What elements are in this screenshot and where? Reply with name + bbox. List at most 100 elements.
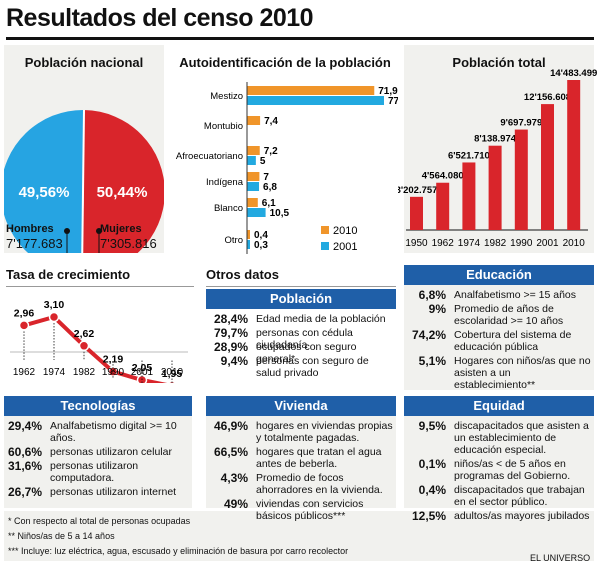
growth-point [78,340,90,352]
equidad-header: Equidad [404,396,594,416]
pop-year-label: 2010 [563,238,586,249]
mujeres-pct: 50,44% [97,184,148,201]
stat-row: 0,4% discapacitados que trabajan en el se… [404,484,594,508]
stat-value: 31,6% [7,459,42,473]
stat-text: discapacitados que trabajan en el sector… [454,484,585,508]
stat-text: adultos/as mayores jubilados [454,510,590,522]
credit: EL UNIVERSO [530,553,591,563]
population-bar-chart: 3'202.757 1950 4'564.080 1962 6'521.710 1974 8… [398,68,597,249]
stat-value: 28,9% [213,340,248,354]
stat-value: 6,8% [418,288,446,302]
stat-row: 12,5% adultos/as mayores jubilados [404,510,594,522]
stat-text: personas con seguro de salud privado [256,355,369,379]
pop-value-label: 9'697.979 [500,118,542,129]
ethnic-bar-2010 [247,86,375,95]
otros-datos-title: Otros datos [206,267,279,282]
stat-value: 29,4% [7,419,42,433]
stat-row: 0,1% niños/as < de 5 años en programas de… [404,458,594,482]
stat-text: hogares en viviendas propias y totalment… [256,420,393,444]
growth-value-label: 2,62 [74,328,95,340]
stat-text: Promedio de años de escolaridad >= 10 añ… [454,303,564,327]
stat-text: Cobertura del sistema de educación públi… [454,329,572,353]
ethnic-bar-2010 [247,230,250,239]
ethnic-label-2010: 7,2 [264,146,278,157]
growth-value-label: 2,19 [103,354,124,366]
poblacion-nacional-title: Población nacional [24,55,144,70]
panel-poblacion-nacional: Población nacional 49,56% 50,44% [4,45,164,253]
ethnic-label-2010: 7,4 [264,116,278,127]
stat-value: 46,9% [213,419,248,433]
stat-text: Analfabetismo digital >= 10 años. [50,420,177,444]
pop-bar [436,182,450,230]
ethnic-category-label: Blanco [214,203,243,214]
stat-value: 5,1% [418,354,446,368]
stat-value: 0,4% [418,483,446,497]
stat-row: 5,1% Hogares con niños/as que no asisten … [404,355,594,391]
pop-bar [488,145,502,230]
stat-text: personas utilizaron internet [50,486,177,498]
stat-row: 60,6% personas utilizaron celular [4,446,192,458]
stat-value: 9,4% [220,354,248,368]
stat-text: Edad media de la población [256,313,386,325]
ethnic-category-label: Montubio [204,121,243,132]
ethnic-bar-2001 [247,240,250,249]
growth-year-label: 1974 [43,367,66,378]
pop-value-label: 4'564.080 [422,171,464,182]
footnote-2: ** Niños/as de 5 a 14 años [8,531,115,541]
ethnic-label-2001: 6,8 [263,182,277,193]
stat-row: 26,7% personas utilizaron internet [4,486,192,498]
panel-vivienda: Vivienda 46,9% hogares en viviendas propi… [206,396,396,522]
pie-divider [81,109,85,253]
poblacion-header: Población [206,289,396,309]
growth-value-label: 1,95 [162,368,183,380]
pop-value-label: 12'156.608 [524,92,571,103]
pop-year-label: 1962 [432,238,455,249]
ethnicity-bar-chart: Mestizo 71,977,4 Montubio 7,4 Afroecuatorian… [176,82,398,254]
stat-value: 12,5% [411,509,446,523]
ethnic-label-2001: 10,5 [270,208,290,219]
stat-row: 66,5% hogares que tratan el agua antes de… [206,446,396,470]
stat-value: 9,5% [418,419,446,433]
educacion-header: Educación [404,265,594,285]
stat-text: personas con cédula ciudadanía [256,327,353,351]
stat-text: ocupados con seguro general* [256,341,357,365]
title-rule [6,37,594,40]
ethnic-bar-2010 [247,146,260,155]
stat-value: 79,7% [213,326,248,340]
stat-text: personas utilizaron computadora. [50,460,139,484]
stat-value: 74,2% [411,328,446,342]
growth-year-label: 1990 [102,367,125,378]
ethnic-label-2010: 0,4 [254,230,268,241]
stat-text: Analfabetismo >= 15 años [454,289,577,301]
ethnic-bar-2001 [247,208,266,217]
ethnic-label-2010: 71,9 [378,86,398,97]
ethnic-bar-2010 [247,116,261,125]
pop-year-label: 1990 [510,238,533,249]
stat-row: 49% viviendas con servicios básicos públi… [206,498,396,522]
growth-value-label: 2,96 [14,307,35,319]
stat-value: 0,1% [418,457,446,471]
growth-value-label: 3,10 [44,299,65,311]
pop-year-label: 1982 [484,238,507,249]
pop-year-label: 1950 [405,238,428,249]
otros-rule [206,286,396,287]
stat-value: 49% [223,497,248,511]
stat-value: 9% [428,302,446,316]
pop-value-label: 3'202.757 [398,185,437,196]
stat-row: 4,3% Promedio de focos ahorradores en la … [206,472,396,496]
ethnic-category-label: Indígena [206,177,244,188]
pop-bar [541,104,554,230]
footnotes-box [4,511,594,561]
growth-year-label: 1982 [73,367,96,378]
panel-poblacion: Población 28,4% Edad media de la població… [206,289,396,389]
ethnic-bar-2010 [247,172,260,181]
hombres-label: Hombres [6,223,54,235]
stat-row: 46,9% hogares en viviendas propias y tota… [206,420,396,444]
tasa-rule [6,286,194,287]
autoidentificacion-title: Autoidentificación de la población [179,55,391,70]
stat-text: Promedio de focos ahorradores en la vivi… [256,472,383,496]
ethnic-category-label: Afroecuatoriano [176,151,243,162]
pop-value-label: 8'138.974 [474,134,517,145]
ethnic-category-label: Mestizo [210,91,243,102]
ethnic-label-2001: 5 [260,156,266,167]
